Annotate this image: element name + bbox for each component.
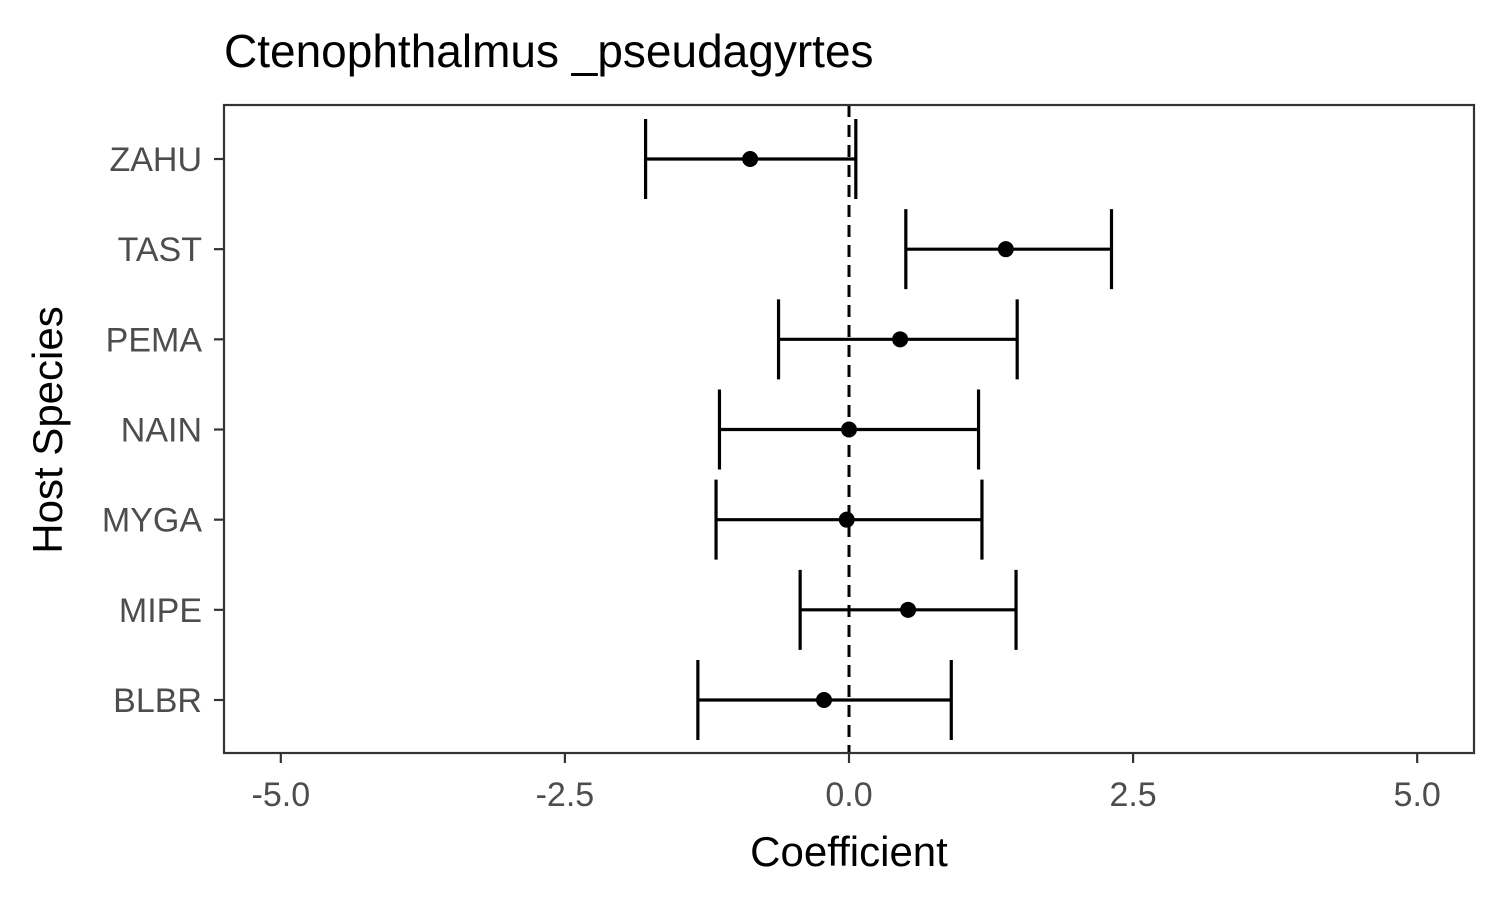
y-tick-label-zahu: ZAHU xyxy=(109,141,202,179)
x-tick-label-4: 5.0 xyxy=(1394,776,1441,814)
point-layer xyxy=(742,151,1014,708)
y-axis: BLBR MIPE MYGA NAIN PEMA TAST ZAHU xyxy=(102,141,224,720)
y-tick-label-myga: MYGA xyxy=(102,502,202,540)
y-tick-label-blbr: BLBR xyxy=(113,682,202,720)
x-tick-label-1: -2.5 xyxy=(536,776,595,814)
point-zahu xyxy=(742,151,759,167)
x-tick-label-3: 2.5 xyxy=(1109,776,1156,814)
point-tast xyxy=(997,241,1014,258)
x-axis-title: Coefficient xyxy=(750,828,948,875)
y-tick-label-nain: NAIN xyxy=(121,412,202,450)
y-tick-label-mipe: MIPE xyxy=(119,592,202,630)
y-tick-label-pema: PEMA xyxy=(106,321,203,359)
y-tick-label-tast: TAST xyxy=(118,231,202,269)
chart-title: Ctenophthalmus _pseudagyrtes xyxy=(224,25,874,77)
x-tick-label-0: -5.0 xyxy=(252,776,311,814)
x-axis: -5.0 -2.5 0.0 2.5 5.0 xyxy=(252,753,1441,814)
point-nain xyxy=(841,421,857,438)
errorbar-layer xyxy=(643,119,1114,740)
point-myga xyxy=(838,511,855,528)
point-pema xyxy=(892,331,909,348)
x-tick-label-2: 0.0 xyxy=(825,776,872,814)
point-mipe xyxy=(900,601,917,618)
y-axis-title: Host Species xyxy=(24,306,71,553)
point-blbr xyxy=(816,692,832,708)
